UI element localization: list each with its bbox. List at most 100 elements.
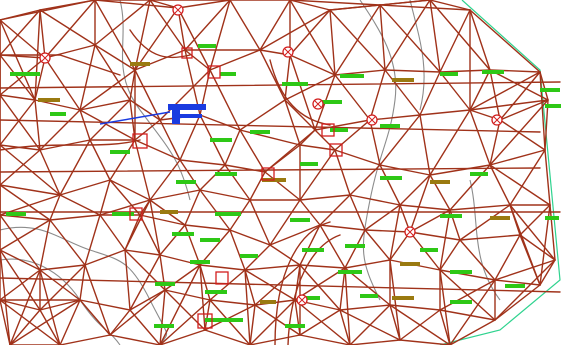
- survey-point-cross: [368, 116, 376, 124]
- tin-edge: [379, 4, 471, 11]
- tin-edge: [44, 44, 96, 59]
- tin-edge: [129, 309, 161, 345]
- tin-edge: [209, 299, 256, 306]
- tin-edge: [409, 174, 431, 233]
- tin-edge: [0, 57, 46, 96]
- point-label: [380, 124, 400, 128]
- tin-edge: [94, 0, 179, 9]
- tin-edge: [84, 264, 111, 336]
- tin-edge: [544, 149, 551, 206]
- point-label: [176, 180, 196, 184]
- tin-edge: [0, 184, 61, 196]
- tin-edge: [177, 0, 231, 9]
- tin-edge: [9, 269, 41, 345]
- tin-edge: [299, 334, 351, 345]
- tin-edge: [439, 209, 451, 271]
- tin-edge: [129, 289, 166, 311]
- tin-edge: [0, 9, 41, 56]
- tin-edge: [249, 171, 266, 201]
- tin-edge: [184, 49, 211, 71]
- tin-edge: [199, 114, 241, 131]
- structure-marker[interactable]: [132, 133, 148, 149]
- point-label: [110, 150, 130, 154]
- point-label: [10, 72, 40, 76]
- tin-edge: [39, 219, 51, 271]
- point-label: [545, 216, 559, 220]
- tin-edge: [419, 109, 471, 116]
- tin-edge: [99, 179, 111, 216]
- tin-edge: [429, 0, 491, 71]
- point-label: [470, 172, 488, 176]
- survey-point-cross: [406, 228, 414, 236]
- structure-marker[interactable]: [321, 123, 335, 137]
- structure-marker[interactable]: [261, 167, 275, 181]
- tin-edge: [0, 299, 11, 345]
- tin-edge: [339, 309, 351, 345]
- point-label: [300, 162, 318, 166]
- tin-edge: [199, 229, 231, 266]
- tin-edge: [494, 259, 556, 321]
- tin-edge: [344, 259, 391, 269]
- tin-edge: [539, 71, 549, 101]
- tin-edge: [159, 289, 166, 345]
- point-label: [215, 212, 241, 216]
- tin-edge: [409, 231, 461, 241]
- tin-edge: [459, 239, 496, 281]
- structure-marker[interactable]: [181, 47, 193, 59]
- tin-edge: [89, 139, 111, 181]
- structure-marker[interactable]: [329, 143, 343, 157]
- point-label: [440, 214, 462, 218]
- tin-edge: [469, 69, 491, 111]
- point-label: [380, 176, 402, 180]
- tin-edge: [124, 249, 161, 256]
- selected-point-marker[interactable]: [99, 104, 206, 125]
- point-label: [250, 130, 270, 134]
- tin-edge: [229, 0, 261, 51]
- tin-edge: [209, 69, 241, 131]
- point-label: [440, 72, 458, 76]
- tin-edge: [449, 319, 496, 345]
- tin-edge: [164, 264, 201, 291]
- point-label: [282, 82, 308, 86]
- tin-edge: [149, 159, 181, 201]
- tin-edge: [39, 9, 46, 59]
- tin-edge: [329, 9, 336, 76]
- tin-edge: [129, 99, 136, 141]
- tin-edge: [259, 49, 286, 101]
- structure-marker[interactable]: [215, 271, 229, 285]
- tin-edge: [94, 0, 151, 46]
- tin-edge: [109, 309, 131, 336]
- point-label: [50, 112, 66, 116]
- tin-edge: [0, 94, 41, 151]
- tin-arcs: [0, 29, 341, 345]
- structure-marker[interactable]: [129, 207, 143, 221]
- tin-edge: [34, 57, 46, 101]
- tin-edge: [489, 119, 501, 166]
- structure-marker[interactable]: [207, 65, 221, 79]
- tin-edge: [259, 0, 291, 51]
- tin-edge: [399, 204, 451, 211]
- tin-edge: [0, 19, 36, 101]
- tin-edge: [289, 9, 331, 56]
- tin-edge: [139, 214, 161, 256]
- tin-edge: [79, 44, 96, 111]
- tin-edge: [84, 214, 101, 266]
- tin-edge: [519, 234, 556, 261]
- point-label: [155, 282, 175, 286]
- tin-edge: [314, 119, 371, 131]
- tin-edge: [9, 299, 81, 345]
- tin-edge: [79, 299, 131, 311]
- survey-point-cross: [174, 6, 182, 14]
- tin-edge: [439, 69, 491, 73]
- point-label: [260, 300, 276, 304]
- tin-edge: [249, 304, 256, 345]
- tin-edge: [184, 189, 201, 226]
- tin-edge: [499, 119, 546, 151]
- tin-edge: [299, 144, 336, 151]
- tin-edge: [0, 249, 41, 271]
- structure-marker[interactable]: [197, 313, 213, 329]
- tin-edge: [254, 304, 301, 336]
- point-label: [198, 44, 216, 48]
